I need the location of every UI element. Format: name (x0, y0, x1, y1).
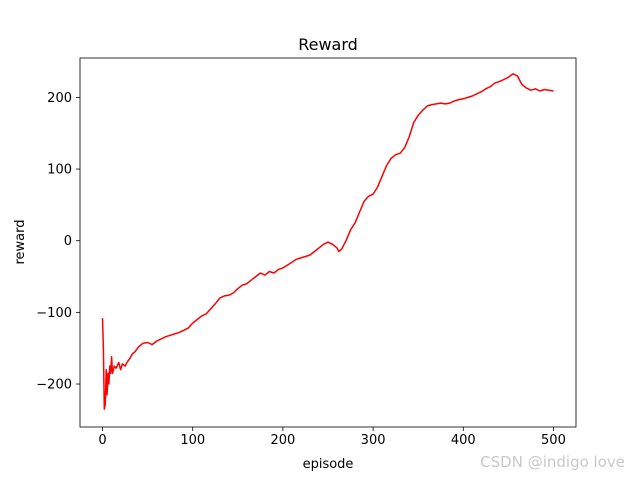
x-tick-label: 0 (98, 433, 106, 448)
x-tick-label: 100 (180, 433, 205, 448)
y-tick-label: 200 (47, 91, 72, 106)
x-tick-label: 300 (361, 433, 386, 448)
watermark: CSDN @indigo love (480, 453, 625, 471)
x-axis-label: episode (303, 457, 354, 472)
y-tick-label: −100 (36, 306, 72, 321)
plot-frame (79, 57, 577, 428)
y-axis-label: reward (13, 219, 28, 264)
y-tick-label: 0 (64, 234, 72, 249)
x-tick-label: 400 (451, 433, 476, 448)
x-tick-label: 200 (270, 433, 295, 448)
series-line-0 (101, 73, 554, 410)
chart-title: Reward (298, 35, 358, 54)
y-tick-label: 100 (47, 163, 72, 178)
plot-area: 0 100 200 300 400 500 −200 −100 0 100 200 (36, 57, 577, 448)
x-tick-label: 500 (541, 433, 566, 448)
y-tick-label: −200 (36, 378, 72, 393)
